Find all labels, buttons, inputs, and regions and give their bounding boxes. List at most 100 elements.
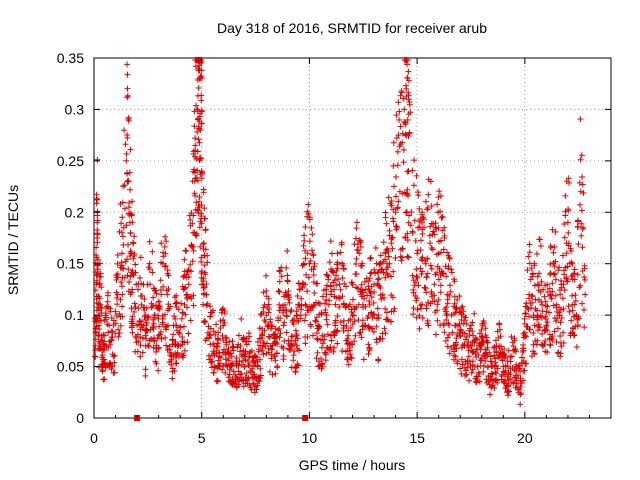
data-point (351, 338, 358, 345)
y-tick-label: 0.2 (65, 204, 85, 220)
data-point (242, 380, 249, 387)
data-point (220, 317, 227, 324)
data-point (522, 333, 529, 340)
data-point (267, 342, 274, 349)
data-point (395, 99, 402, 106)
data-point (553, 318, 560, 325)
data-point (168, 358, 175, 365)
data-point (270, 332, 277, 339)
data-point (375, 276, 382, 283)
data-point (121, 205, 128, 212)
data-point (211, 364, 218, 371)
data-point (105, 329, 112, 336)
data-point (173, 322, 180, 329)
data-point (195, 123, 202, 130)
data-point (439, 213, 446, 220)
data-point (502, 352, 509, 359)
data-point (181, 285, 188, 292)
data-point (362, 322, 369, 329)
data-point (321, 336, 328, 343)
data-point (540, 286, 547, 293)
data-point (180, 273, 187, 280)
data-point (463, 371, 470, 378)
data-point (375, 314, 382, 321)
data-point (225, 374, 232, 381)
data-point (397, 92, 404, 99)
data-point (447, 288, 454, 295)
data-point (155, 332, 162, 339)
data-point (107, 308, 114, 315)
data-point (181, 256, 188, 263)
data-point (428, 244, 435, 251)
data-point (183, 248, 190, 255)
data-point (352, 332, 359, 339)
data-point (453, 345, 460, 352)
data-point (188, 295, 195, 302)
data-point (347, 351, 354, 358)
data-point (424, 255, 431, 262)
data-point (253, 354, 260, 361)
data-point (171, 313, 178, 320)
data-point (265, 333, 272, 340)
data-point (505, 388, 512, 395)
data-point (582, 291, 589, 298)
x-tick-label: 15 (409, 430, 425, 446)
data-point (212, 331, 219, 338)
data-point (336, 281, 343, 288)
data-point (451, 310, 458, 317)
data-point (367, 290, 374, 297)
data-point (97, 317, 104, 324)
data-point (294, 292, 301, 299)
data-point (127, 230, 134, 237)
data-point (390, 139, 397, 146)
data-point (98, 284, 105, 291)
data-point (266, 334, 273, 341)
data-point (399, 245, 406, 252)
data-point (107, 360, 114, 367)
data-point (251, 363, 258, 370)
data-point (518, 380, 525, 387)
data-point (316, 324, 323, 331)
data-point (142, 332, 149, 339)
data-point (458, 344, 465, 351)
data-point (160, 283, 167, 290)
data-point (435, 276, 442, 283)
data-point (562, 192, 569, 199)
data-point (322, 309, 329, 316)
data-point (114, 260, 121, 267)
data-point (557, 353, 564, 360)
data-point (152, 287, 159, 294)
data-point (237, 348, 244, 355)
data-point (405, 68, 412, 75)
data-point (578, 220, 585, 227)
data-point (125, 241, 132, 248)
data-point (283, 329, 290, 336)
data-point (392, 193, 399, 200)
data-point (420, 214, 427, 221)
data-point (451, 293, 458, 300)
y-tick-label: 0.1 (65, 307, 85, 323)
data-point (119, 283, 126, 290)
data-point (552, 258, 559, 265)
data-point (483, 334, 490, 341)
data-point (237, 371, 244, 378)
data-point (524, 267, 531, 274)
data-point (283, 313, 290, 320)
data-point (130, 255, 137, 262)
data-point (311, 263, 318, 270)
data-point (400, 146, 407, 153)
data-point (415, 282, 422, 289)
data-point (164, 307, 171, 314)
data-point (482, 325, 489, 332)
data-point (94, 231, 101, 238)
data-point (544, 327, 551, 334)
data-point (339, 348, 346, 355)
data-point (205, 334, 212, 341)
data-point (198, 107, 205, 114)
data-point (539, 330, 546, 337)
data-point (93, 271, 100, 278)
data-point (107, 341, 114, 348)
x-axis-label: GPS time / hours (299, 457, 406, 473)
data-point (405, 168, 412, 175)
data-point (121, 182, 128, 189)
